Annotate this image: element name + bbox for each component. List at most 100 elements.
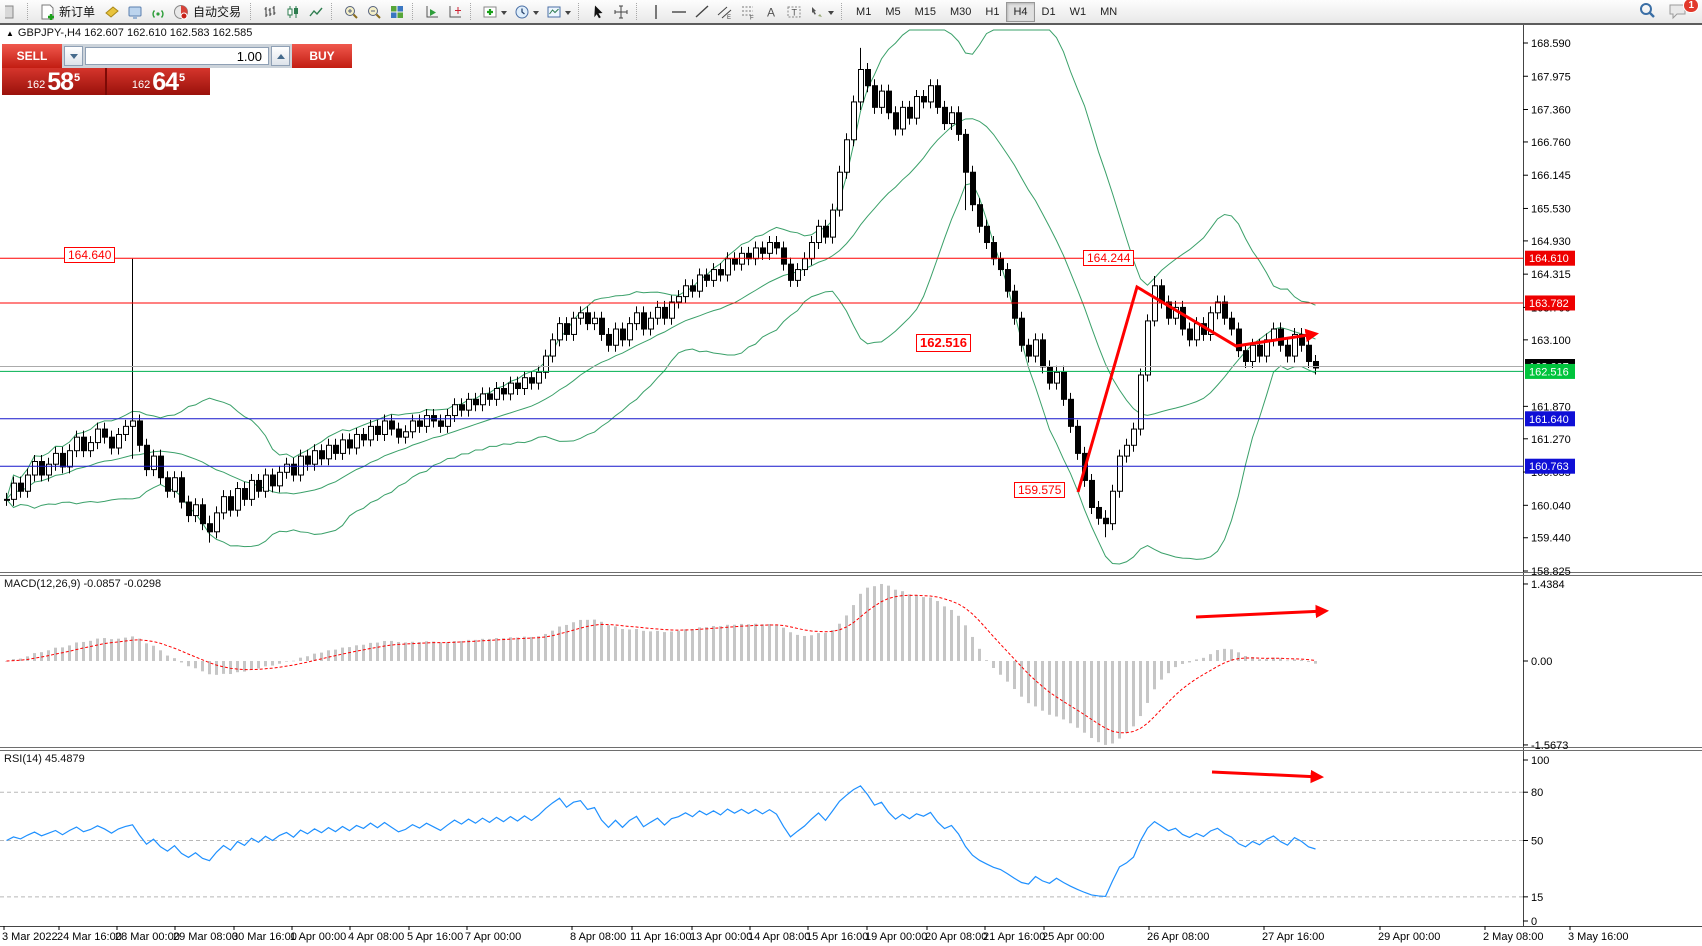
new-order-icon[interactable] <box>35 2 58 22</box>
buy-price-prefix: 162 <box>131 79 151 91</box>
svg-text:163.782: 163.782 <box>1529 298 1569 310</box>
arrows-dropdown-caret[interactable] <box>828 10 835 18</box>
lot-decrease-button[interactable] <box>64 46 83 66</box>
trendline-icon[interactable] <box>690 2 713 22</box>
svg-text:166.145: 166.145 <box>1531 170 1571 182</box>
chart-shift-icon[interactable] <box>443 2 466 22</box>
zoom-in-icon[interactable] <box>339 2 362 22</box>
tf-button-m5[interactable]: M5 <box>885 5 901 18</box>
equidistant-channel-icon[interactable]: E <box>713 2 736 22</box>
svg-text:30 Mar 16:00: 30 Mar 16:00 <box>232 931 297 943</box>
text-icon[interactable]: A <box>759 2 782 22</box>
crosshair-icon[interactable] <box>609 2 632 22</box>
tf-button-d1[interactable]: D1 <box>1041 5 1056 18</box>
buy-button[interactable]: BUY <box>292 44 352 68</box>
svg-text:15 Apr 16:00: 15 Apr 16:00 <box>806 931 868 943</box>
svg-text:161.870: 161.870 <box>1531 401 1571 413</box>
buy-price-big: 64 <box>152 68 179 96</box>
window-divider <box>0 23 1702 25</box>
candles-layer <box>4 47 1319 543</box>
svg-text:27 Apr 16:00: 27 Apr 16:00 <box>1262 931 1324 943</box>
tf-button-m15[interactable]: M15 <box>914 5 936 18</box>
svg-text:A: A <box>767 5 775 19</box>
chart-template-icon[interactable] <box>542 2 565 22</box>
svg-text:4 Apr 08:00: 4 Apr 08:00 <box>348 931 404 943</box>
svg-text:166.760: 166.760 <box>1531 137 1571 149</box>
zoom-out-icon[interactable] <box>362 2 385 22</box>
sell-price-display[interactable]: 162 58 5 <box>2 68 105 95</box>
search-icon[interactable] <box>1638 1 1658 26</box>
price-divider <box>105 68 107 95</box>
notification-badge: 1 <box>1683 0 1699 13</box>
indicators-dropdown-caret[interactable] <box>501 10 508 18</box>
horizontal-line-icon[interactable] <box>667 2 690 22</box>
signal-icon[interactable] <box>146 2 169 22</box>
svg-text:2 May 08:00: 2 May 08:00 <box>1483 931 1544 943</box>
svg-text:164.930: 164.930 <box>1531 236 1571 248</box>
candlestick-icon[interactable] <box>281 2 304 22</box>
svg-text:159.440: 159.440 <box>1531 533 1571 545</box>
tf-button-w1[interactable]: W1 <box>1069 5 1087 18</box>
svg-text:3 Mar 2022: 3 Mar 2022 <box>2 931 58 943</box>
lot-increase-button[interactable] <box>271 46 290 66</box>
line-chart-icon[interactable] <box>304 2 327 22</box>
text-label-icon[interactable]: T <box>782 2 805 22</box>
buy-price-display[interactable]: 162 64 5 <box>107 68 210 95</box>
one-click-trading-panel: SELL BUY 162 58 5 162 64 5 <box>2 44 352 95</box>
partial-left-icon[interactable] <box>0 2 23 22</box>
svg-text:29 Apr 00:00: 29 Apr 00:00 <box>1378 931 1440 943</box>
svg-text:1.4384: 1.4384 <box>1531 579 1565 591</box>
arrows-object-icon[interactable] <box>805 2 828 22</box>
svg-text:21 Apr 16:00: 21 Apr 16:00 <box>983 931 1045 943</box>
svg-text:80: 80 <box>1531 787 1543 799</box>
svg-text:50: 50 <box>1531 836 1543 848</box>
sell-button[interactable]: SELL <box>2 44 62 68</box>
tf-button-h1[interactable]: H1 <box>985 5 1000 18</box>
svg-text:13 Apr 00:00: 13 Apr 00:00 <box>690 931 752 943</box>
period-clock-icon[interactable] <box>510 2 533 22</box>
auto-scroll-icon[interactable] <box>420 2 443 22</box>
terminal-icon[interactable] <box>123 2 146 22</box>
svg-text:158.825: 158.825 <box>1531 566 1571 578</box>
trend-arrows[interactable] <box>1076 284 1330 784</box>
autotrade-button[interactable]: 自动交易 <box>193 5 242 19</box>
period-dropdown-caret[interactable] <box>533 10 540 18</box>
tf-button-m1[interactable]: M1 <box>856 5 872 18</box>
indicators-icon[interactable] <box>478 2 501 22</box>
macd-header: MACD(12,26,9) -0.0857 -0.0298 <box>4 578 162 590</box>
lot-size-input[interactable] <box>85 47 269 65</box>
svg-text:162.516: 162.516 <box>1529 366 1569 378</box>
tf-button-m30[interactable]: M30 <box>950 5 972 18</box>
svg-text:19 Apr 00:00: 19 Apr 00:00 <box>865 931 927 943</box>
horizontal-levels[interactable] <box>0 257 1523 467</box>
svg-text:1 Apr 00:00: 1 Apr 00:00 <box>290 931 346 943</box>
price-axis: 168.590 167.975 167.360 166.760 166.145 165.5… <box>1523 38 1575 578</box>
ticket-icon[interactable] <box>100 2 123 22</box>
svg-text:T: T <box>791 7 797 17</box>
sell-price-big: 58 <box>47 68 74 96</box>
vertical-line-icon[interactable] <box>644 2 667 22</box>
toolbar-separator <box>331 3 335 20</box>
svg-text:161.270: 161.270 <box>1531 434 1571 446</box>
bar-chart-icon[interactable] <box>258 2 281 22</box>
svg-text:8 Apr 08:00: 8 Apr 08:00 <box>570 931 626 943</box>
toolbar-separator <box>636 3 640 20</box>
svg-text:E: E <box>727 15 731 20</box>
notifications-chat-icon[interactable]: 1 <box>1668 0 1699 26</box>
cursor-icon[interactable] <box>586 2 609 22</box>
new-order-button[interactable]: 新订单 <box>59 5 96 19</box>
autotrade-icon[interactable] <box>169 2 192 22</box>
tf-button-mn[interactable]: MN <box>1100 5 1118 18</box>
template-dropdown-caret[interactable] <box>565 10 572 18</box>
tile-windows-icon[interactable] <box>385 2 408 22</box>
tf-button-h4[interactable]: H4 <box>1006 1 1035 22</box>
svg-text:164.315: 164.315 <box>1531 269 1571 281</box>
svg-text:24 Mar 16:00: 24 Mar 16:00 <box>57 931 122 943</box>
svg-text:167.975: 167.975 <box>1531 71 1571 83</box>
svg-text:160.763: 160.763 <box>1529 461 1569 473</box>
svg-text:5 Apr 16:00: 5 Apr 16:00 <box>407 931 463 943</box>
svg-text:3 May 16:00: 3 May 16:00 <box>1568 931 1629 943</box>
fibonacci-icon[interactable]: F <box>736 2 759 22</box>
svg-text:20 Apr 08:00: 20 Apr 08:00 <box>925 931 987 943</box>
